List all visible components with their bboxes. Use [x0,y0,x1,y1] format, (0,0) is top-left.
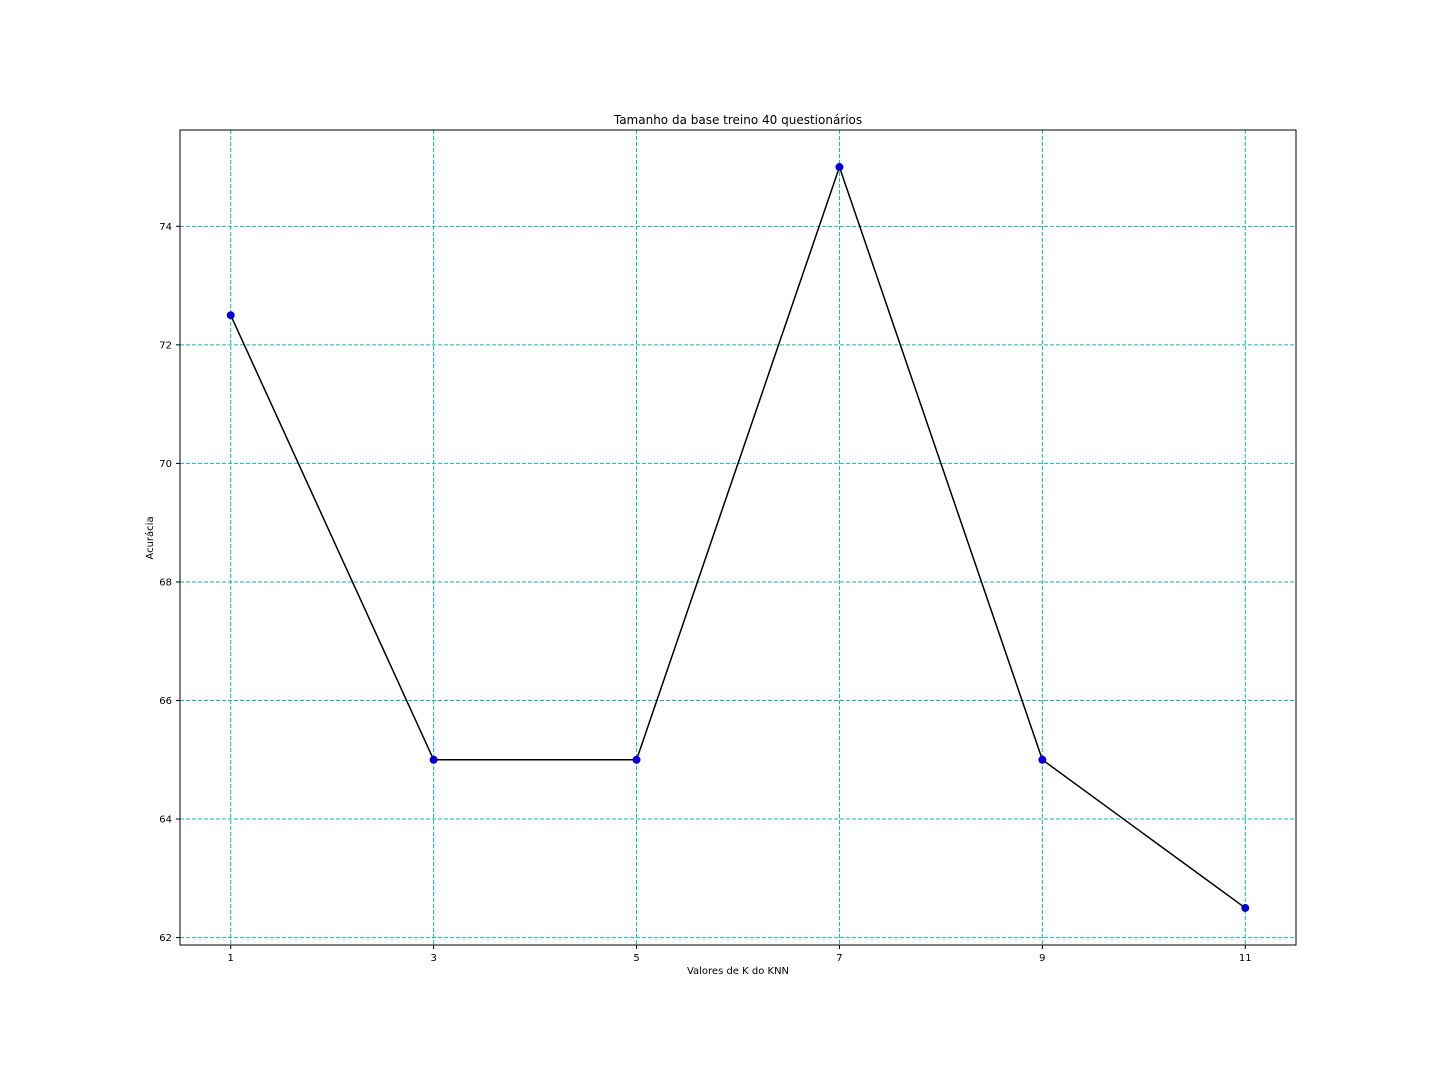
data-point [429,755,438,764]
y-axis: 62 64 66 68 70 72 74 [159,222,180,944]
data-point [1038,755,1047,764]
y-tick-label: 72 [159,340,172,351]
x-axis: 1 3 5 7 9 11 [228,945,1252,964]
x-tick-label: 7 [836,953,842,964]
x-tick-label: 5 [633,953,639,964]
x-tick-label: 9 [1039,953,1045,964]
x-axis-label: Valores de K do KNN [687,966,789,977]
x-tick-label: 11 [1239,953,1252,964]
series-line [230,164,1246,909]
plot-area-frame [179,129,1297,946]
data-series [226,163,1250,912]
data-point [1241,903,1250,912]
y-tick-label: 62 [159,933,172,944]
y-tick-label: 70 [159,459,172,470]
y-tick-label: 68 [159,577,172,588]
data-point [226,311,235,320]
y-tick-label: 64 [159,815,172,826]
data-point [632,755,641,764]
x-tick-label: 3 [430,953,436,964]
x-tick-label: 1 [228,953,234,964]
y-axis-label: Acurácia [144,516,156,559]
y-tick-label: 66 [159,696,172,707]
chart-title: Tamanho da base treino 40 questionários [613,113,862,127]
y-tick-label: 74 [159,222,172,233]
data-point [835,163,844,172]
